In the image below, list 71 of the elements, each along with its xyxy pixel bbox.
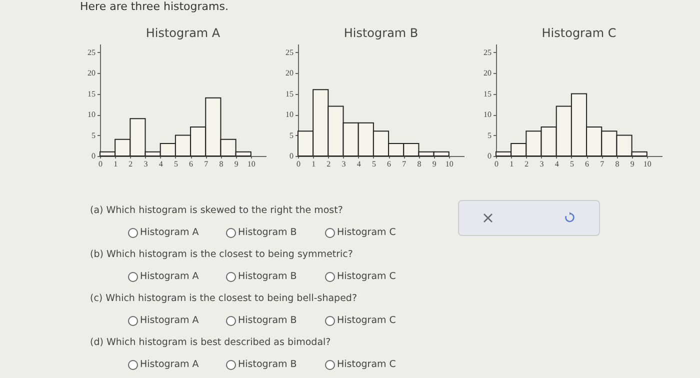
x-tick-label: 3 (540, 160, 544, 168)
x-tick-label: 6 (387, 160, 392, 168)
x-tick-label: 4 (158, 160, 163, 168)
y-tick-label: 25 (484, 48, 492, 57)
chart-title: Histogram C (542, 26, 616, 40)
x-tick-label: 5 (174, 160, 178, 168)
y-tick-label: 5 (488, 130, 492, 140)
x-tick-label: 6 (189, 160, 194, 168)
x-tick-label: 2 (128, 160, 133, 168)
text: Histogram C (337, 227, 396, 238)
y-tick-label: 20 (88, 68, 96, 78)
text: Histogram A (140, 227, 199, 238)
x-tick-label: 2 (524, 160, 529, 168)
x-tick-label: 9 (432, 160, 436, 168)
text: Histogram B (238, 315, 297, 326)
text: Histogram C (337, 271, 396, 282)
chart-title: Histogram A (146, 26, 221, 40)
text: Histogram C (337, 315, 396, 326)
x-tick-label: 7 (204, 160, 208, 168)
chart-title: Histogram B (344, 26, 418, 40)
y-tick-label: 25 (286, 48, 294, 57)
text: Histogram C (337, 359, 396, 370)
text: Histogram B (238, 227, 297, 238)
y-tick-label: 15 (484, 89, 492, 98)
text: (b) Which histogram is the closest to being symmetric? (90, 249, 353, 260)
x-tick-label: 9 (630, 160, 634, 168)
text: Here are three histograms. (80, 0, 228, 13)
x-tick-label: 3 (342, 160, 346, 168)
y-tick-label: 15 (286, 89, 294, 98)
y-tick-label: 0 (290, 152, 294, 160)
x-tick-label: 0 (98, 160, 102, 168)
y-tick-label: 15 (88, 89, 96, 98)
text: Histogram A (140, 271, 199, 282)
y-tick-label: 10 (88, 110, 96, 120)
x-tick-label: 10 (445, 160, 454, 168)
text: Histogram B (238, 359, 297, 370)
x-tick-label: 6 (585, 160, 590, 168)
text: Histogram A (140, 359, 199, 370)
text: (a) Which histogram is skewed to the right the most? (90, 205, 343, 216)
x-tick-label: 1 (114, 160, 118, 168)
y-tick-label: 5 (92, 130, 96, 140)
y-tick-label: 25 (88, 48, 96, 57)
x-tick-label: 2 (326, 160, 331, 168)
x-tick-label: 5 (570, 160, 574, 168)
x-tick-label: 8 (219, 160, 224, 168)
x-tick-label: 9 (234, 160, 238, 168)
y-tick-label: 20 (484, 68, 492, 78)
y-tick-label: 10 (484, 110, 492, 120)
x-tick-label: 4 (554, 160, 559, 168)
y-tick-label: 20 (286, 68, 294, 78)
x-tick-label: 10 (643, 160, 652, 168)
x-tick-label: 8 (615, 160, 620, 168)
y-tick-label: 10 (286, 110, 294, 120)
x-tick-label: 5 (372, 160, 376, 168)
x-tick-label: 0 (296, 160, 300, 168)
x-tick-label: 1 (312, 160, 316, 168)
y-tick-label: 0 (92, 152, 96, 160)
x-tick-label: 10 (247, 160, 256, 168)
x-tick-label: 3 (144, 160, 148, 168)
text: Histogram A (140, 315, 199, 326)
x-tick-label: 7 (600, 160, 604, 168)
x-tick-label: 7 (402, 160, 406, 168)
text: (d) Which histogram is best described as bimodal? (90, 337, 331, 348)
text: Histogram B (238, 271, 297, 282)
x-tick-label: 0 (494, 160, 498, 168)
text: (c) Which histogram is the closest to being bell-shaped? (90, 293, 357, 304)
y-tick-label: 0 (488, 152, 492, 160)
x-tick-label: 8 (417, 160, 422, 168)
y-tick-label: 5 (290, 130, 294, 140)
x-tick-label: 1 (510, 160, 514, 168)
x-tick-label: 4 (356, 160, 361, 168)
